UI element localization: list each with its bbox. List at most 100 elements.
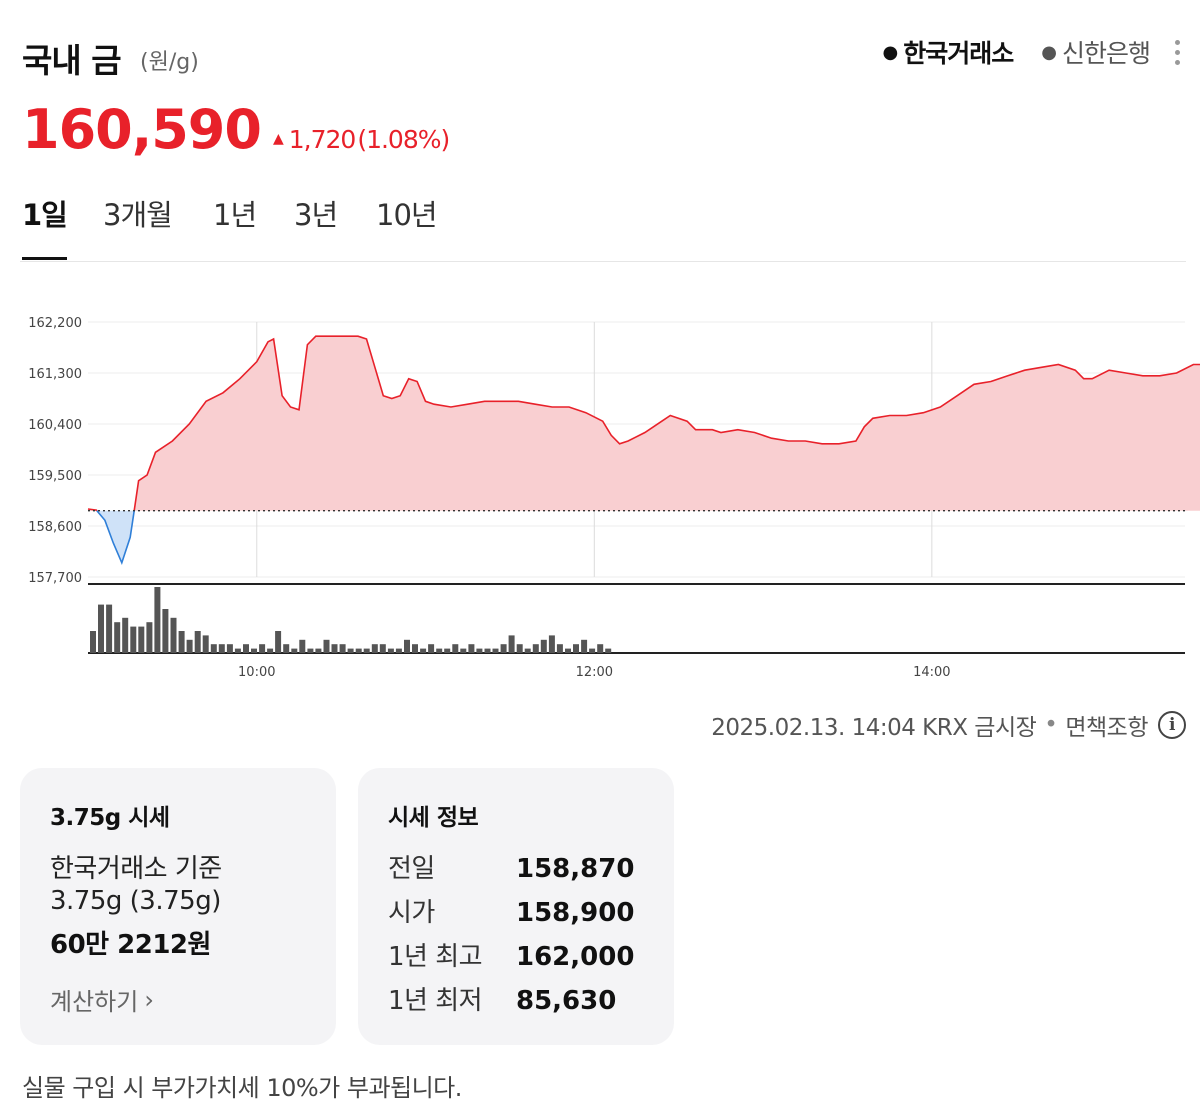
volume-bar [315, 648, 322, 653]
calculate-link[interactable]: 계산하기 › [50, 982, 154, 1017]
volume-bar [307, 648, 314, 653]
card-title: 시세 정보 [388, 805, 479, 831]
header: 국내 금 (원/g) ● 한국거래소 ● 신한은행 [22, 30, 1182, 80]
volume-bar [122, 617, 129, 653]
volume-bar [347, 648, 354, 653]
volume-bar [589, 648, 596, 653]
volume-bar [452, 644, 459, 653]
y-tick-label: 161,300 [28, 367, 82, 382]
volume-bar [597, 644, 604, 653]
source-shinhan-label: 신한은행 [1061, 39, 1151, 68]
volume-bar [186, 639, 193, 653]
volume-bar [170, 617, 177, 653]
price-info-card: 시세 정보 전일 158,870 시가 158,900 1년 최고 162,00… [358, 768, 674, 1045]
info-icon[interactable]: i [1158, 711, 1186, 739]
volume-bar [339, 644, 346, 653]
volume-bar [581, 639, 588, 653]
volume-bar [355, 648, 362, 653]
source-shinhan[interactable]: ● 신한은행 [1041, 34, 1151, 70]
volume-bar [524, 648, 531, 653]
separator: • [1044, 712, 1058, 738]
vat-note: 실물 구입 시 부가가치세 10%가 부과됩니다. [22, 1074, 462, 1102]
y-tick-label: 158,600 [28, 520, 82, 535]
volume-bar [420, 648, 427, 653]
volume-bar [387, 648, 394, 653]
source-selector: ● 한국거래소 ● 신한은행 [855, 34, 1182, 70]
tab-3m[interactable]: 3개월 [103, 198, 173, 232]
disclaimer-link[interactable]: 면책조항 [1065, 715, 1148, 741]
volume-bar [130, 626, 137, 653]
volume-bar [275, 631, 282, 653]
change-amount: 1,720 [288, 125, 357, 154]
stat-value: 158,870 [516, 854, 635, 884]
more-vertical-icon[interactable] [1172, 39, 1182, 65]
x-tick-label: 12:00 [576, 665, 613, 680]
volume-bar [283, 644, 290, 653]
stat-row: 전일 158,870 [388, 848, 634, 885]
current-price: 160,590 [22, 98, 262, 161]
volume-bar [234, 648, 241, 653]
volume-bar [114, 622, 121, 653]
tab-1y[interactable]: 1년 [213, 198, 257, 232]
volume-bar [226, 644, 233, 653]
volume-bar [573, 644, 579, 653]
stat-label: 1년 최저 [388, 986, 483, 1016]
volume-bar [436, 648, 443, 653]
tab-1d[interactable]: 1일 [22, 192, 68, 260]
period-tabs: 1일 3개월 1년 3년 10년 [20, 192, 1186, 262]
volume-bar [540, 639, 547, 653]
volume-bar [460, 648, 467, 653]
price-row: 160,590 ▲ 1,720 (1.08%) [22, 98, 450, 162]
stat-value: 85,630 [516, 986, 617, 1016]
x-tick-label: 14:00 [913, 665, 950, 680]
volume-bar [492, 648, 499, 653]
volume-bar [331, 644, 338, 653]
volume-bar [371, 644, 378, 653]
volume-bar [162, 609, 169, 653]
volume-bar [259, 644, 266, 653]
volume-bar [154, 587, 161, 653]
stat-value: 162,000 [516, 942, 635, 972]
volume-bar [468, 644, 475, 653]
stat-value: 158,900 [516, 898, 635, 928]
price-down-line [96, 510, 135, 566]
y-tick-label: 159,500 [28, 469, 82, 484]
basis-text: 한국거래소 기준 [50, 854, 222, 884]
volume-bar [412, 644, 418, 653]
source-krx-label: 한국거래소 [903, 39, 1014, 68]
bullet-icon: ● [882, 41, 899, 63]
volume-bar [251, 648, 257, 653]
volume-bar [556, 644, 563, 653]
volume-bar [291, 648, 298, 653]
bullet-icon: ● [1041, 41, 1057, 63]
tab-10y[interactable]: 10년 [376, 198, 438, 232]
volume-bar [500, 644, 507, 653]
volume-bar [484, 648, 491, 653]
volume-bar [98, 604, 104, 653]
price-chart[interactable]: 162,200 161,300 160,400 159,500 158,600 157,7… [0, 290, 1200, 690]
volume-bar [548, 635, 555, 653]
volume-bar [194, 631, 201, 653]
volume-bar [428, 644, 435, 653]
volume-bar [379, 644, 386, 653]
stat-row: 1년 최고 162,000 [388, 936, 634, 973]
calculate-label: 계산하기 [50, 988, 139, 1016]
y-tick-label: 160,400 [28, 418, 82, 433]
volume-bar [218, 644, 225, 653]
change-percent: (1.08%) [357, 125, 450, 154]
source-krx[interactable]: ● 한국거래소 [882, 34, 1015, 70]
x-tick-label: 10:00 [238, 665, 275, 680]
volume-bar [210, 644, 217, 653]
volume-bar [565, 648, 571, 653]
stat-label: 전일 [388, 854, 435, 884]
card-title: 3.75g 시세 [50, 805, 170, 831]
volume-bar [444, 648, 451, 653]
unit-label: (원/g) [140, 50, 199, 75]
price-change: ▲ 1,720 (1.08%) [273, 125, 450, 154]
volume-bar [508, 635, 515, 653]
stat-label: 시가 [388, 898, 435, 928]
volume-bar [532, 644, 539, 653]
volume-bar [146, 622, 153, 653]
tab-3y[interactable]: 3년 [294, 198, 338, 232]
price-up-area [134, 336, 1200, 511]
